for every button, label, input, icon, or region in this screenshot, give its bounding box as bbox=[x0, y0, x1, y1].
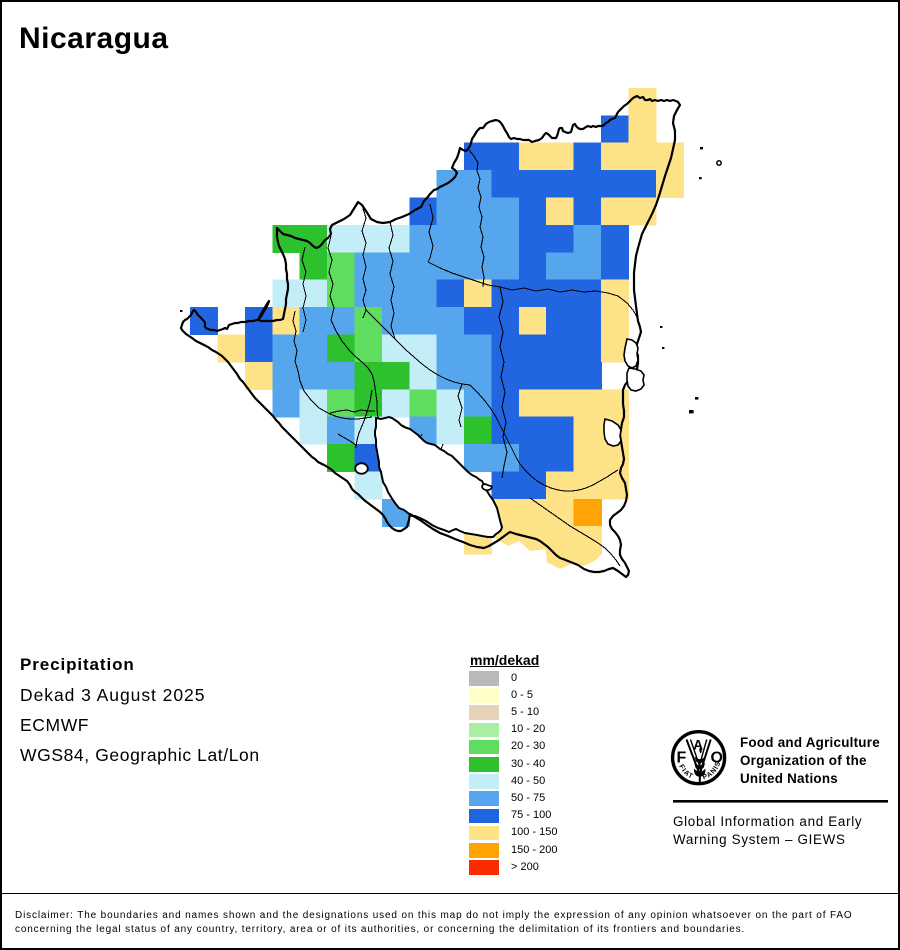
svg-text:United Nations: United Nations bbox=[740, 771, 838, 786]
svg-text:O: O bbox=[711, 750, 723, 767]
svg-text:Global Information and Early: Global Information and Early bbox=[673, 814, 862, 829]
svg-text:Food and Agriculture: Food and Agriculture bbox=[740, 735, 880, 750]
svg-text:A: A bbox=[693, 738, 703, 753]
svg-text:Warning System – GIEWS: Warning System – GIEWS bbox=[673, 832, 846, 847]
svg-text:F: F bbox=[677, 750, 687, 767]
svg-text:Organization of the: Organization of the bbox=[740, 753, 867, 768]
